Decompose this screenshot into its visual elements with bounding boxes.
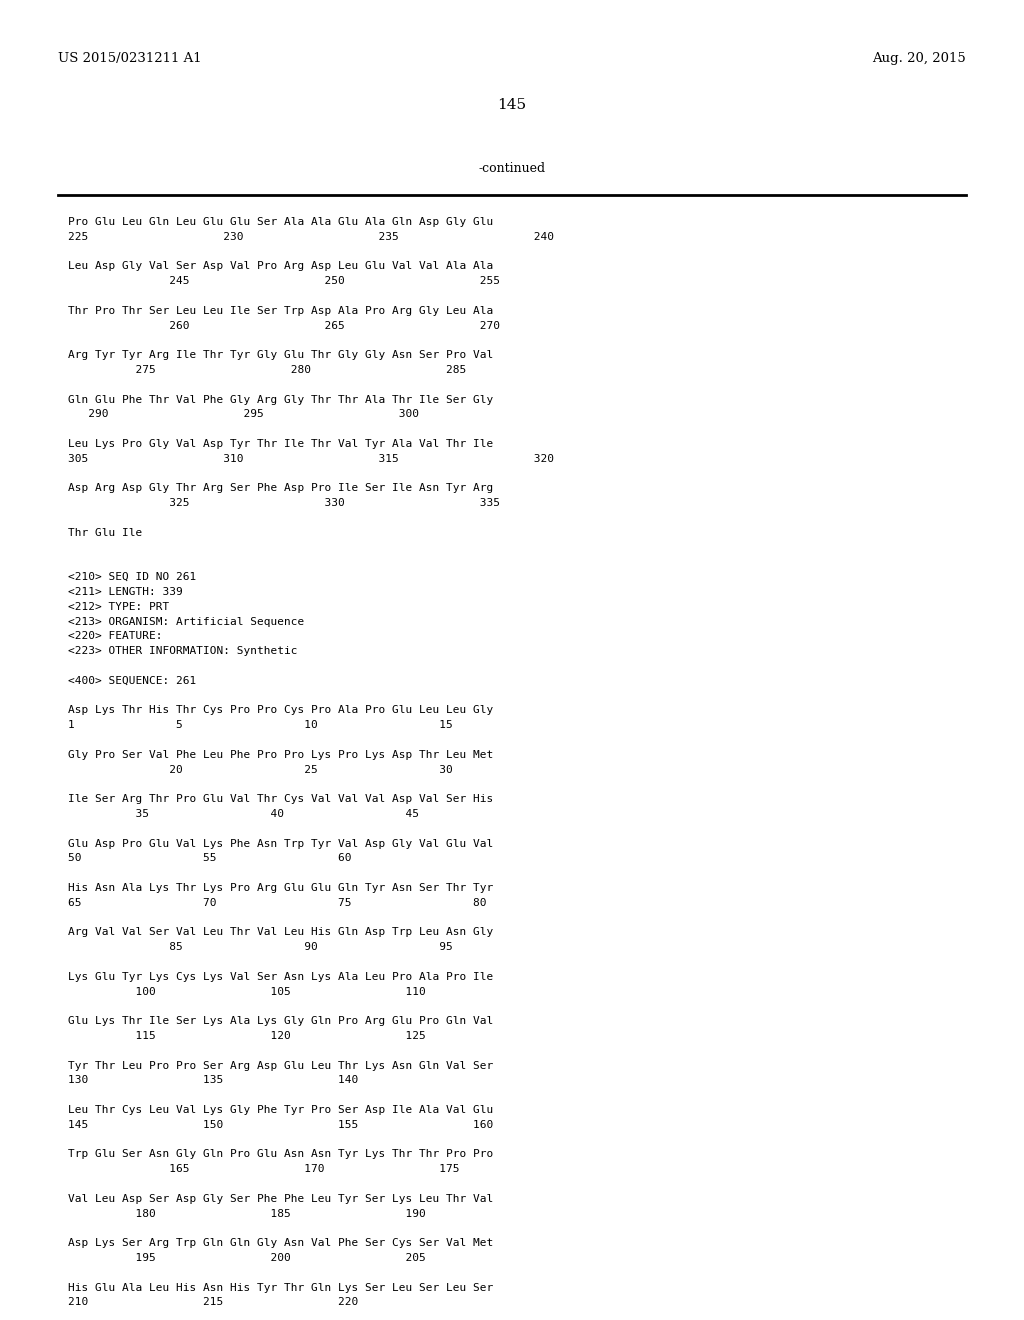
Text: <212> TYPE: PRT: <212> TYPE: PRT [68,602,169,611]
Text: Arg Tyr Tyr Arg Ile Thr Tyr Gly Glu Thr Gly Gly Asn Ser Pro Val: Arg Tyr Tyr Arg Ile Thr Tyr Gly Glu Thr … [68,350,494,360]
Text: Thr Glu Ile: Thr Glu Ile [68,528,142,537]
Text: 65                  70                  75                  80: 65 70 75 80 [68,898,486,908]
Text: Gln Glu Phe Thr Val Phe Gly Arg Gly Thr Thr Ala Thr Ile Ser Gly: Gln Glu Phe Thr Val Phe Gly Arg Gly Thr … [68,395,494,405]
Text: Aug. 20, 2015: Aug. 20, 2015 [872,51,966,65]
Text: 35                  40                  45: 35 40 45 [68,809,419,818]
Text: 225                    230                    235                    240: 225 230 235 240 [68,232,554,242]
Text: <223> OTHER INFORMATION: Synthetic: <223> OTHER INFORMATION: Synthetic [68,647,298,656]
Text: <210> SEQ ID NO 261: <210> SEQ ID NO 261 [68,572,197,582]
Text: 145                 150                 155                 160: 145 150 155 160 [68,1119,494,1130]
Text: <400> SEQUENCE: 261: <400> SEQUENCE: 261 [68,676,197,686]
Text: Asp Lys Ser Arg Trp Gln Gln Gly Asn Val Phe Ser Cys Ser Val Met: Asp Lys Ser Arg Trp Gln Gln Gly Asn Val … [68,1238,494,1249]
Text: 260                    265                    270: 260 265 270 [68,321,500,330]
Text: Trp Glu Ser Asn Gly Gln Pro Glu Asn Asn Tyr Lys Thr Thr Pro Pro: Trp Glu Ser Asn Gly Gln Pro Glu Asn Asn … [68,1150,494,1159]
Text: 195                 200                 205: 195 200 205 [68,1253,426,1263]
Text: Gly Pro Ser Val Phe Leu Phe Pro Pro Lys Pro Lys Asp Thr Leu Met: Gly Pro Ser Val Phe Leu Phe Pro Pro Lys … [68,750,494,760]
Text: 325                    330                    335: 325 330 335 [68,498,500,508]
Text: Asp Arg Asp Gly Thr Arg Ser Phe Asp Pro Ile Ser Ile Asn Tyr Arg: Asp Arg Asp Gly Thr Arg Ser Phe Asp Pro … [68,483,494,494]
Text: 145: 145 [498,98,526,112]
Text: 180                 185                 190: 180 185 190 [68,1209,426,1218]
Text: Lys Glu Tyr Lys Cys Lys Val Ser Asn Lys Ala Leu Pro Ala Pro Ile: Lys Glu Tyr Lys Cys Lys Val Ser Asn Lys … [68,972,494,982]
Text: 275                    280                    285: 275 280 285 [68,366,466,375]
Text: 245                    250                    255: 245 250 255 [68,276,500,286]
Text: 130                 135                 140: 130 135 140 [68,1076,358,1085]
Text: Leu Lys Pro Gly Val Asp Tyr Thr Ile Thr Val Tyr Ala Val Thr Ile: Leu Lys Pro Gly Val Asp Tyr Thr Ile Thr … [68,440,494,449]
Text: Glu Lys Thr Ile Ser Lys Ala Lys Gly Gln Pro Arg Glu Pro Gln Val: Glu Lys Thr Ile Ser Lys Ala Lys Gly Gln … [68,1016,494,1026]
Text: <220> FEATURE:: <220> FEATURE: [68,631,163,642]
Text: Leu Thr Cys Leu Val Lys Gly Phe Tyr Pro Ser Asp Ile Ala Val Glu: Leu Thr Cys Leu Val Lys Gly Phe Tyr Pro … [68,1105,494,1115]
Text: 305                    310                    315                    320: 305 310 315 320 [68,454,554,463]
Text: 210                 215                 220: 210 215 220 [68,1298,358,1307]
Text: Pro Glu Leu Gln Leu Glu Glu Ser Ala Ala Glu Ala Gln Asp Gly Glu: Pro Glu Leu Gln Leu Glu Glu Ser Ala Ala … [68,216,494,227]
Text: -continued: -continued [478,162,546,176]
Text: Arg Val Val Ser Val Leu Thr Val Leu His Gln Asp Trp Leu Asn Gly: Arg Val Val Ser Val Leu Thr Val Leu His … [68,928,494,937]
Text: Leu Asp Gly Val Ser Asp Val Pro Arg Asp Leu Glu Val Val Ala Ala: Leu Asp Gly Val Ser Asp Val Pro Arg Asp … [68,261,494,272]
Text: 50                  55                  60: 50 55 60 [68,854,351,863]
Text: 100                 105                 110: 100 105 110 [68,986,426,997]
Text: Asp Lys Thr His Thr Cys Pro Pro Cys Pro Ala Pro Glu Leu Leu Gly: Asp Lys Thr His Thr Cys Pro Pro Cys Pro … [68,705,494,715]
Text: 1               5                  10                  15: 1 5 10 15 [68,721,453,730]
Text: Tyr Thr Leu Pro Pro Ser Arg Asp Glu Leu Thr Lys Asn Gln Val Ser: Tyr Thr Leu Pro Pro Ser Arg Asp Glu Leu … [68,1060,494,1071]
Text: US 2015/0231211 A1: US 2015/0231211 A1 [58,51,202,65]
Text: Glu Asp Pro Glu Val Lys Phe Asn Trp Tyr Val Asp Gly Val Glu Val: Glu Asp Pro Glu Val Lys Phe Asn Trp Tyr … [68,838,494,849]
Text: 20                  25                  30: 20 25 30 [68,764,453,775]
Text: Val Leu Asp Ser Asp Gly Ser Phe Phe Leu Tyr Ser Lys Leu Thr Val: Val Leu Asp Ser Asp Gly Ser Phe Phe Leu … [68,1193,494,1204]
Text: 290                    295                    300: 290 295 300 [68,409,419,420]
Text: <211> LENGTH: 339: <211> LENGTH: 339 [68,587,182,597]
Text: Ile Ser Arg Thr Pro Glu Val Thr Cys Val Val Val Asp Val Ser His: Ile Ser Arg Thr Pro Glu Val Thr Cys Val … [68,795,494,804]
Text: His Glu Ala Leu His Asn His Tyr Thr Gln Lys Ser Leu Ser Leu Ser: His Glu Ala Leu His Asn His Tyr Thr Gln … [68,1283,494,1292]
Text: 85                  90                  95: 85 90 95 [68,942,453,952]
Text: His Asn Ala Lys Thr Lys Pro Arg Glu Glu Gln Tyr Asn Ser Thr Tyr: His Asn Ala Lys Thr Lys Pro Arg Glu Glu … [68,883,494,894]
Text: 165                 170                 175: 165 170 175 [68,1164,460,1175]
Text: Thr Pro Thr Ser Leu Leu Ile Ser Trp Asp Ala Pro Arg Gly Leu Ala: Thr Pro Thr Ser Leu Leu Ile Ser Trp Asp … [68,306,494,315]
Text: <213> ORGANISM: Artificial Sequence: <213> ORGANISM: Artificial Sequence [68,616,304,627]
Text: 115                 120                 125: 115 120 125 [68,1031,426,1041]
